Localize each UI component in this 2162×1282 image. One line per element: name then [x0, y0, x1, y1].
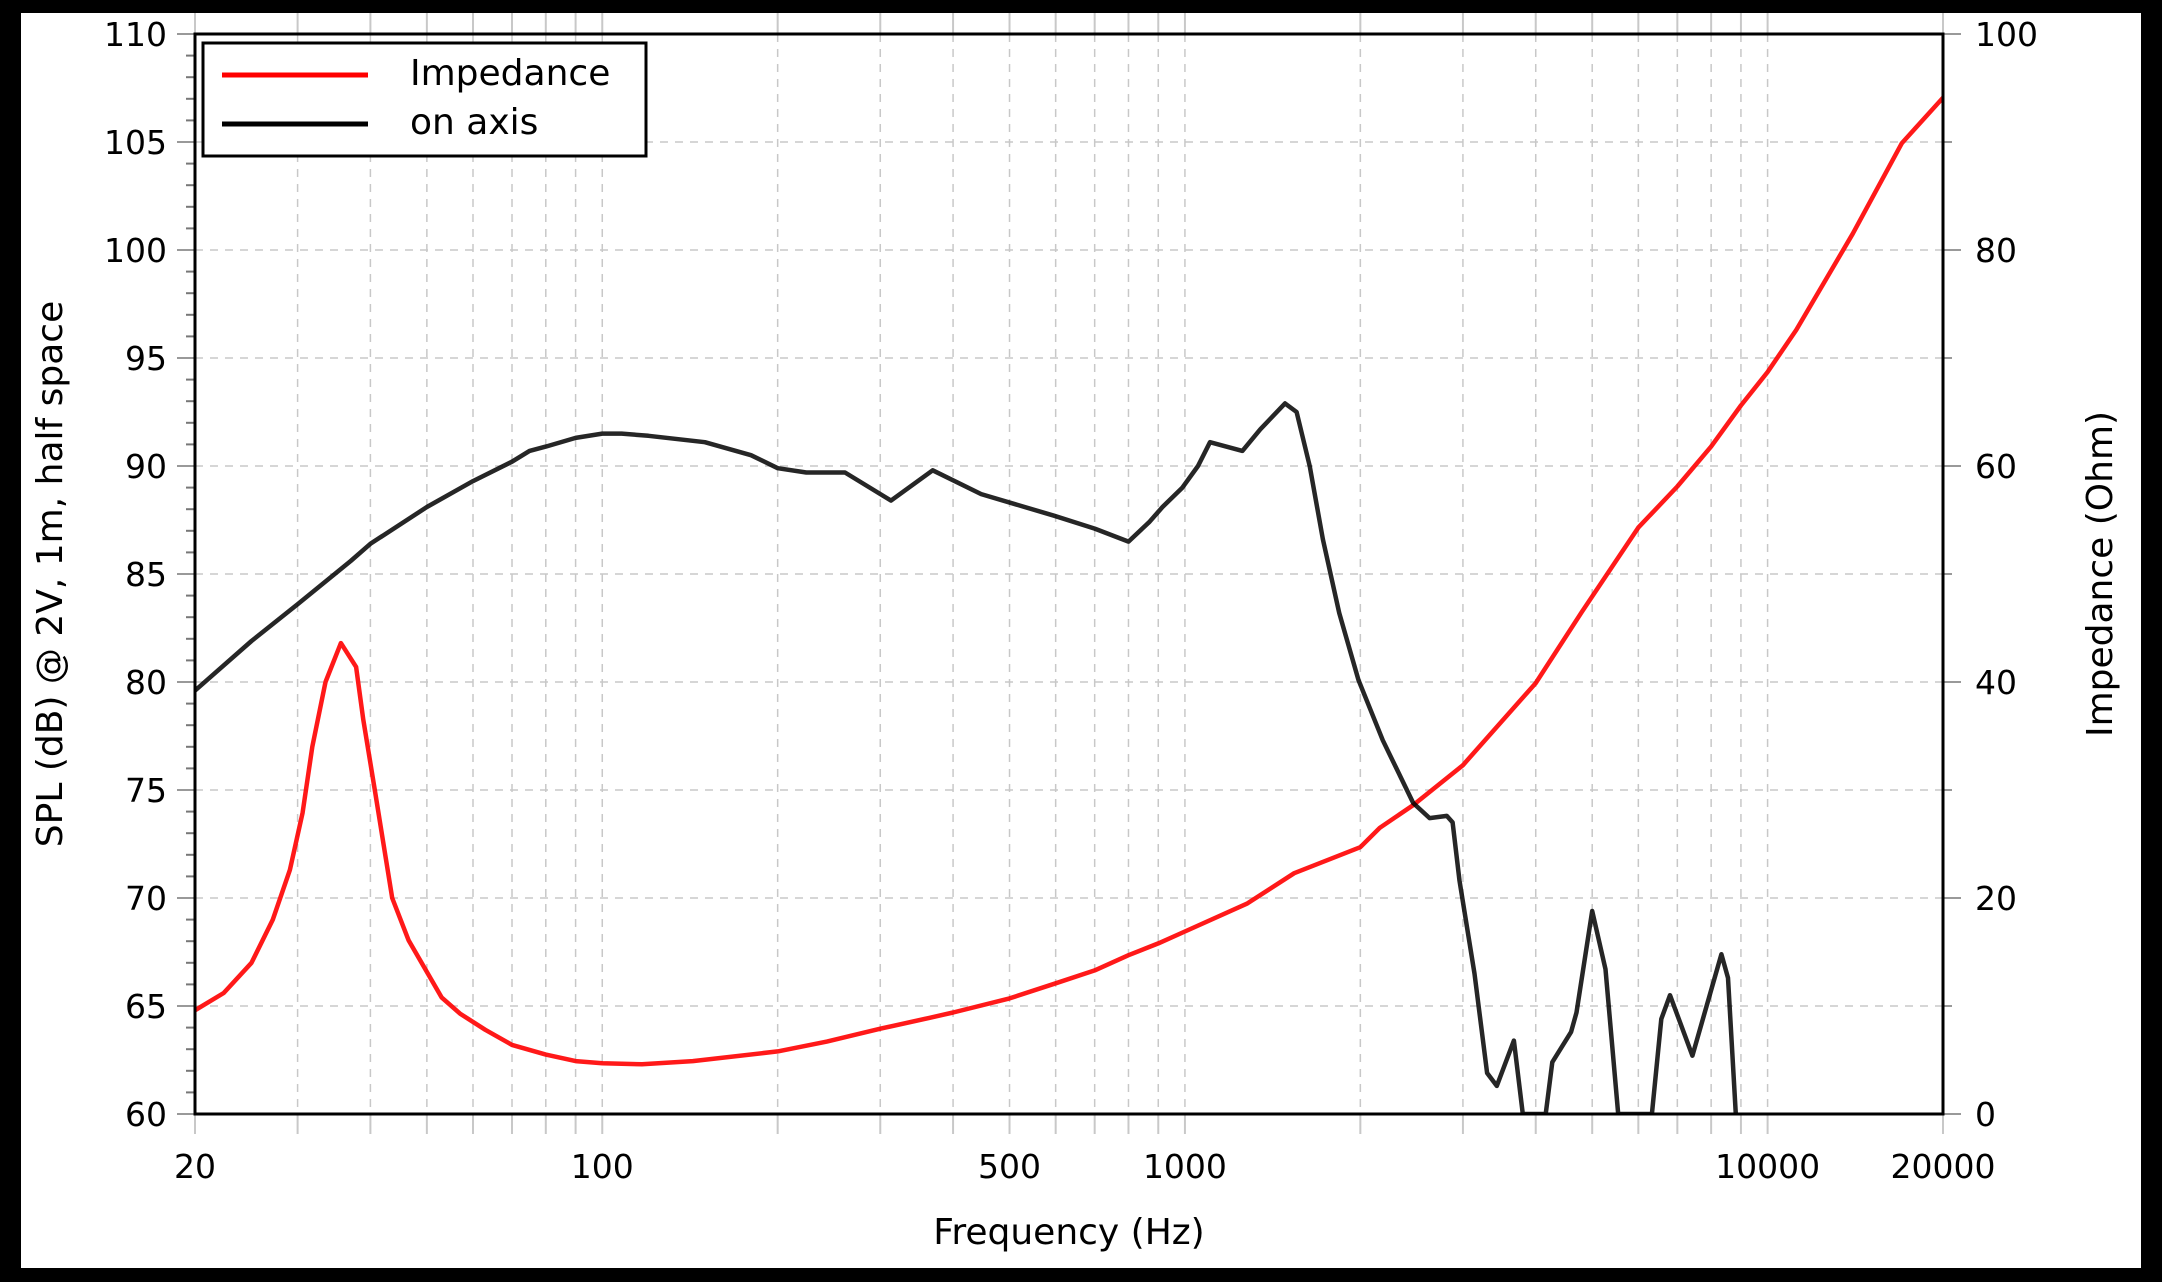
y-left-tick-label: 90	[125, 447, 167, 486]
y-right-tick-label: 60	[1975, 447, 2017, 486]
y-left-tick-labels: 60 65 70 75 80 85 90 95 100 105 110	[104, 15, 167, 1134]
y-left-tick-label: 110	[104, 15, 167, 54]
data-series	[195, 95, 1943, 1114]
x-tick-label: 500	[978, 1147, 1041, 1186]
x-tick-label: 10000	[1715, 1147, 1820, 1186]
x-tick-label: 20000	[1891, 1147, 1996, 1186]
y-left-tick-label: 70	[125, 879, 167, 918]
y-right-tick-label: 100	[1975, 15, 2038, 54]
y-right-tick-label: 40	[1975, 663, 2017, 702]
frequency-response-chart: 20 100 500 1000 10000 20000 60657075808590951…	[30, 13, 2121, 1253]
y-left-tick-label: 95	[125, 339, 167, 378]
spl-on-axis-curve	[195, 401, 1739, 1114]
y-right-tick-labels: 0 20 40 60 80 100	[1975, 15, 2038, 1134]
y-right-tick-label: 0	[1975, 1095, 1996, 1134]
grid-lines	[194, 34, 1944, 1114]
y-left-tick-label: 85	[125, 555, 167, 594]
x-tick-label: 20	[174, 1147, 216, 1186]
y-right-tick-label: 20	[1975, 879, 2017, 918]
x-axis-title: Frequency (Hz)	[933, 1212, 1204, 1253]
y-left-tick-label: 60	[125, 1095, 167, 1134]
y-left-tick-label: 75	[125, 771, 167, 810]
x-tick-labels: 20 100 500 1000 10000 20000	[174, 1147, 1995, 1186]
x-tick-label: 1000	[1143, 1147, 1227, 1186]
y-right-axis-title: Impedance (Ohm)	[2080, 411, 2121, 737]
y-left-axis-title: SPL (dB) @ 2V, 1m, half space	[30, 301, 71, 847]
y-right-tick-label: 80	[1975, 231, 2017, 270]
legend-label-impedance: Impedance	[410, 53, 610, 94]
chart-canvas: 20 100 500 1000 10000 20000 60 65 70 75 80 85 90 95 1…	[21, 13, 2141, 1268]
legend: Impedance on axis	[201, 41, 648, 158]
legend-label-on-axis: on axis	[410, 102, 538, 143]
y-left-tick-label: 105	[104, 123, 167, 162]
x-tick-label: 100	[571, 1147, 634, 1186]
y-left-tick-label: 80	[125, 663, 167, 702]
impedance-curve	[195, 95, 1943, 1067]
legend-box	[201, 41, 648, 158]
plot-frame	[193, 32, 1945, 1116]
y-left-tick-label: 100	[104, 231, 167, 270]
y-left-tick-label: 65	[125, 987, 167, 1026]
